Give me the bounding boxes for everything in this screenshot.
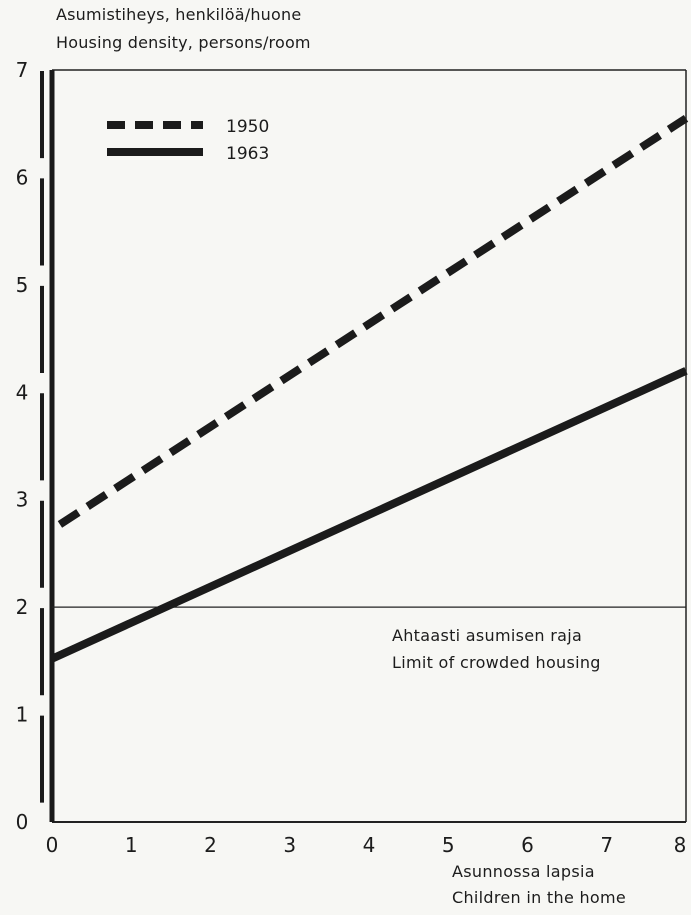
reference-line-label-finnish: Ahtaasti asumisen raja [392,626,583,645]
x-tick-label: 1 [125,833,138,857]
legend-label-1963: 1963 [226,144,270,164]
y-tick-label: 1 [16,703,29,727]
legend-label-1950: 1950 [226,117,270,137]
x-tick-label: 8 [674,833,687,857]
y-tick-label: 6 [16,165,29,189]
series-line-1950 [57,114,689,528]
y-tick-label: 2 [16,595,29,619]
x-tick-label: 7 [600,833,613,857]
reference-line-label-english: Limit of crowded housing [392,653,601,672]
y-axis-title-finnish: Asumistiheys, henkilöä/huone [56,5,302,24]
x-tick-label: 2 [204,833,217,857]
y-axis-title-english: Housing density, persons/room [56,33,311,52]
y-tick-label: 4 [16,380,29,404]
x-axis-title-finnish: Asunnossa lapsia [452,862,595,881]
y-tick-label: 5 [16,273,29,297]
series-line-1963 [50,367,688,663]
x-tick-label: 3 [283,833,296,857]
x-axis-title-english: Children in the home [452,888,627,907]
x-tick-label: 5 [442,833,455,857]
x-tick-label: 4 [363,833,376,857]
x-tick-label: 6 [521,833,534,857]
x-tick-label: 0 [46,833,59,857]
y-tick-label: 3 [16,488,29,512]
y-tick-label: 0 [16,810,29,834]
y-tick-label: 7 [16,58,29,82]
